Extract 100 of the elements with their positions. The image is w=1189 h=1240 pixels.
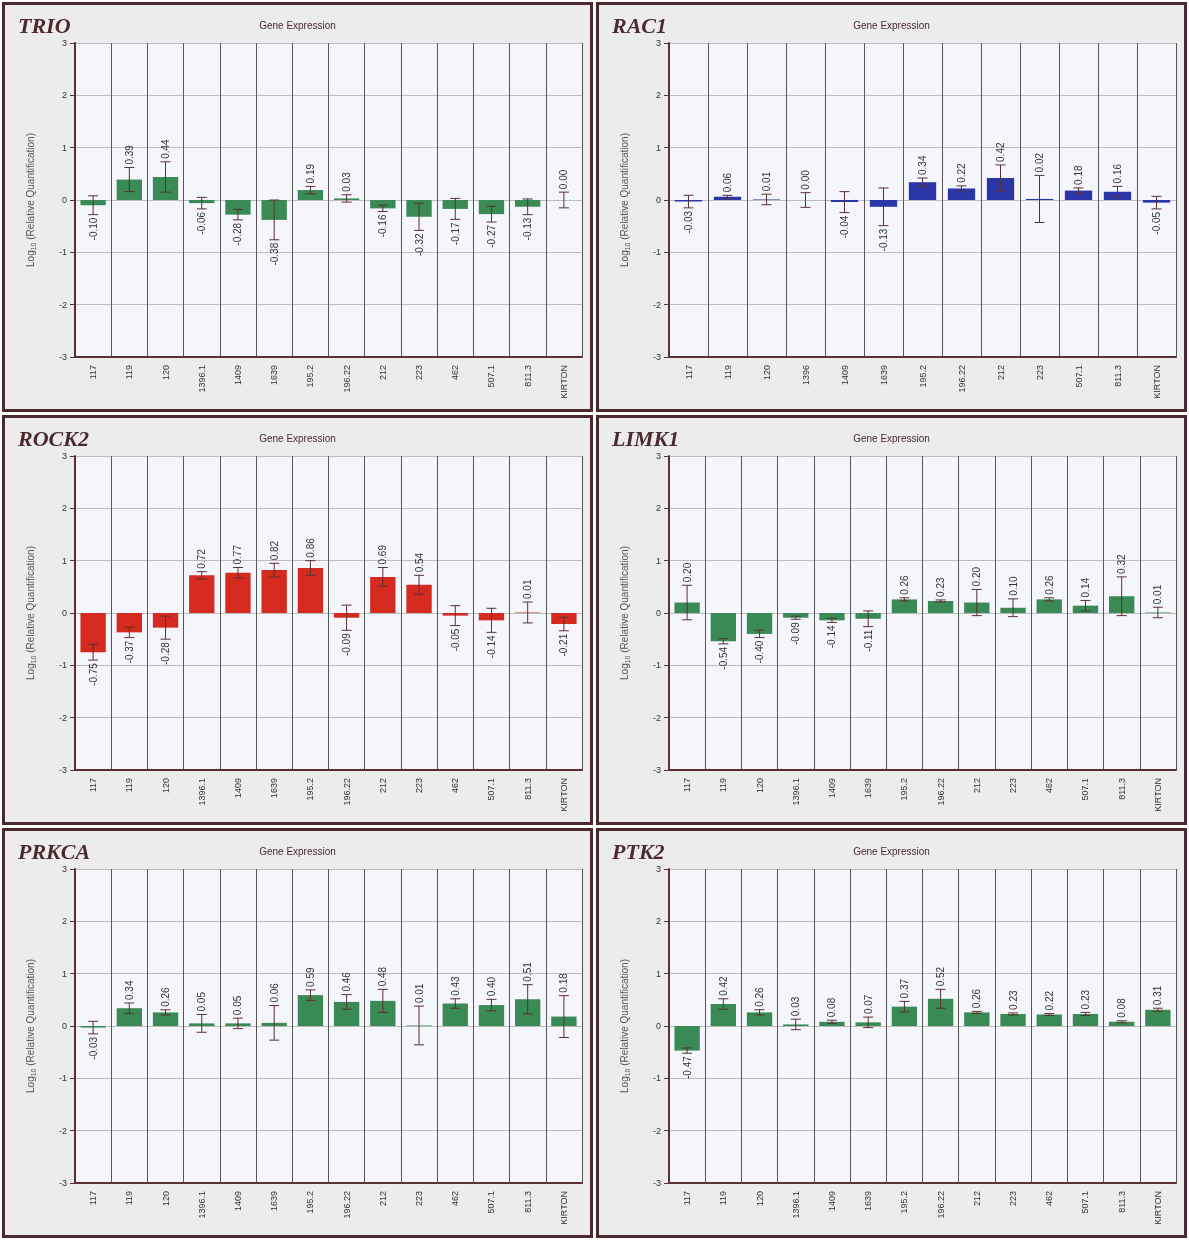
bar <box>478 613 505 621</box>
y-tick-label: -1 <box>652 1073 661 1084</box>
bar <box>855 1022 881 1026</box>
y-tick-label: 0 <box>61 608 67 618</box>
data-label: -0.32 <box>413 232 425 257</box>
bar <box>261 570 287 613</box>
data-label: -0.03 <box>87 1036 99 1060</box>
x-tick-label: 1396.1 <box>196 1191 207 1219</box>
x-tick-label: 462 <box>1044 778 1055 794</box>
data-label: 0.20 <box>681 562 693 583</box>
y-tick-label: 3 <box>61 38 67 48</box>
y-tick-label: -1 <box>652 247 661 258</box>
y-tick-label: 3 <box>655 864 661 874</box>
data-label: 0.40 <box>485 976 497 997</box>
data-label: 0.26 <box>1043 574 1055 595</box>
bar <box>478 200 505 215</box>
data-label: 0.03 <box>341 171 353 192</box>
data-label: 0.23 <box>935 577 947 597</box>
bar <box>986 178 1015 200</box>
data-label: -0.28 <box>160 641 172 665</box>
x-tick-label: 119 <box>124 365 135 380</box>
data-label: 0.00 <box>800 169 811 190</box>
data-label: 0.14 <box>1079 577 1091 598</box>
data-label: -0.10 <box>87 217 99 241</box>
y-tick-label: -2 <box>58 299 67 310</box>
bar <box>261 200 287 220</box>
x-tick-label: 811.3 <box>1112 365 1123 387</box>
x-tick-label: 223 <box>1034 365 1045 381</box>
data-label: -0.54 <box>717 646 729 670</box>
x-tick-label: 462 <box>450 365 461 381</box>
data-label: -0.13 <box>878 228 889 252</box>
data-label: 0.22 <box>1043 990 1055 1011</box>
x-tick-label: 195.2 <box>305 1191 316 1214</box>
y-tick-label: 1 <box>655 555 661 566</box>
data-label: 0.77 <box>232 544 244 565</box>
y-tick-label: -2 <box>652 1125 661 1136</box>
x-tick-label: 507.1 <box>486 365 497 388</box>
x-tick-label: 1396.1 <box>790 1191 801 1219</box>
bar <box>478 1005 505 1026</box>
y-tick-label: -3 <box>58 1178 67 1188</box>
data-label: -0.04 <box>839 215 850 239</box>
data-label: -0.28 <box>232 222 244 246</box>
data-label: 0.42 <box>995 142 1006 162</box>
x-tick-label: 120 <box>754 1191 765 1207</box>
data-label: 0.72 <box>196 548 208 569</box>
data-label: -0.27 <box>485 224 497 248</box>
bar <box>964 1012 990 1026</box>
bar <box>515 200 541 207</box>
x-tick-label: 195.2 <box>899 778 910 801</box>
x-tick-label: KIRTON <box>1151 365 1162 399</box>
bar <box>1000 1013 1026 1026</box>
bar <box>1036 1014 1062 1026</box>
x-tick-label: KIRTON <box>558 778 569 812</box>
bar <box>1142 200 1171 203</box>
data-label: 0.26 <box>898 574 910 595</box>
x-tick-label: 119 <box>722 365 733 380</box>
data-label: 0.00 <box>558 169 570 190</box>
x-tick-label: 212 <box>995 365 1006 381</box>
bar <box>927 998 954 1026</box>
y-tick-label: -3 <box>652 1178 661 1188</box>
data-label: 0.48 <box>377 966 389 987</box>
y-tick-label: 3 <box>655 38 661 48</box>
data-label: -0.09 <box>341 632 353 657</box>
x-tick-label: 1639 <box>863 1191 874 1212</box>
bar <box>225 200 251 215</box>
data-label: 0.03 <box>790 996 802 1017</box>
bar <box>551 1016 577 1026</box>
x-tick-label: 223 <box>414 778 425 794</box>
x-tick-label: 117 <box>682 778 693 793</box>
data-label: 0.51 <box>522 961 534 982</box>
chart-title: TRIO <box>18 12 71 38</box>
bar <box>830 200 859 203</box>
data-label: -0.09 <box>790 621 802 646</box>
bar <box>116 179 142 200</box>
data-label: 0.01 <box>522 579 534 600</box>
x-tick-label: 196.22 <box>956 365 967 393</box>
x-tick-label: 117 <box>682 1191 693 1206</box>
data-label: 0.82 <box>268 540 280 561</box>
x-tick-label: 1639 <box>269 365 280 386</box>
bar <box>710 1004 736 1026</box>
chart-subtitle: Gene Expression <box>259 845 336 857</box>
data-label: 0.59 <box>304 966 316 987</box>
bar <box>927 600 954 613</box>
bar <box>442 613 468 616</box>
x-tick-label: 811.3 <box>522 365 533 387</box>
x-tick-label: KIRTON <box>1152 778 1163 812</box>
x-tick-label: 195.2 <box>305 365 316 388</box>
data-label: -0.05 <box>1151 211 1162 235</box>
data-label: -0.38 <box>268 242 280 266</box>
data-label: 0.18 <box>558 972 570 993</box>
bar <box>964 602 990 613</box>
y-tick-label: 2 <box>61 503 67 514</box>
x-tick-label: 196.22 <box>341 365 352 393</box>
y-tick-label: 1 <box>61 555 67 566</box>
x-tick-label: 120 <box>160 1191 171 1207</box>
data-label: 0.42 <box>717 975 729 996</box>
bar <box>189 575 215 613</box>
x-tick-label: 811.3 <box>1116 1191 1127 1213</box>
bar <box>370 1000 396 1026</box>
bar <box>1145 1009 1171 1026</box>
